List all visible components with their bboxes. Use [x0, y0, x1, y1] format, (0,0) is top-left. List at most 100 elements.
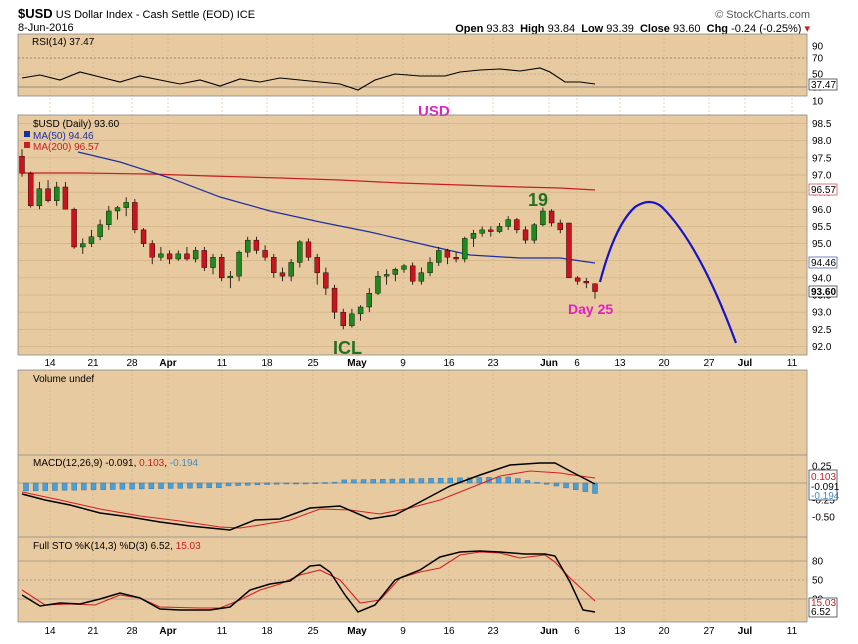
- candle-body: [514, 219, 520, 231]
- macd-hist-bar: [110, 482, 116, 490]
- ma50-value-tag: [808, 256, 838, 269]
- candle-body: [271, 257, 277, 273]
- macd-hist-bar: [177, 482, 184, 489]
- x-axis-label: 6: [574, 626, 580, 637]
- candle-body: [409, 265, 416, 282]
- candle-body: [340, 311, 346, 327]
- chart-header-title: $USD US Dollar Index - Cash Settle (EOD)…: [18, 6, 255, 21]
- price-panel: [18, 115, 807, 355]
- price-tick: 98.0: [812, 136, 832, 147]
- macd-hist-bar: [225, 482, 232, 487]
- macd-hist-bar: [447, 477, 454, 484]
- ohlc-readout: Open 93.83 High 93.84 Low 93.39 Close 93…: [455, 23, 810, 35]
- candle-body: [175, 253, 181, 260]
- cycle-count-annotation: 19: [528, 190, 548, 210]
- candle-body: [45, 188, 51, 201]
- candle-body: [106, 210, 112, 225]
- macd-hist-bar: [274, 482, 280, 485]
- macd-hist-bar: [293, 482, 299, 485]
- macd-hist-bar: [534, 482, 540, 484]
- x-axis-label: Jun: [540, 358, 558, 369]
- macd-hist-bar: [119, 482, 126, 490]
- sto-value-tags: [808, 597, 838, 618]
- candle-body: [375, 275, 381, 294]
- candle-body: [540, 210, 546, 225]
- candle-body: [488, 229, 494, 232]
- candle-body: [305, 241, 312, 258]
- candlesticks: [19, 149, 598, 330]
- x-axis-label: 25: [307, 626, 319, 637]
- price-tick: 94.0: [812, 273, 832, 284]
- macd-hist-bar: [573, 482, 579, 490]
- price-title: $USD (Daily) 93.60: [33, 119, 120, 130]
- candle-body: [453, 257, 459, 260]
- x-axis-label: 27: [703, 358, 715, 369]
- candle-body: [392, 269, 399, 275]
- macd-hist-bar: [264, 482, 270, 485]
- candle-body: [366, 293, 372, 308]
- x-axis-label: 21: [87, 626, 99, 637]
- macd-signal-line: [21, 470, 596, 529]
- macd-hist-bar: [524, 480, 531, 484]
- usd-annotation: USD: [418, 103, 450, 120]
- candle-body: [444, 250, 451, 258]
- rsi-tick: 10: [812, 97, 824, 108]
- x-axis-label: 9: [400, 626, 406, 637]
- sto-tick: 50: [812, 576, 824, 587]
- x-axis-label: 13: [614, 358, 626, 369]
- candle-body: [19, 155, 25, 174]
- rsi-series: RSI(14) 37.47: [21, 37, 596, 91]
- candle-body: [80, 243, 86, 248]
- macd-hist-bar: [437, 478, 444, 484]
- rsi-tick: 90: [812, 42, 824, 53]
- macd-hist-bar: [167, 482, 174, 489]
- macd-hist-bar: [312, 482, 319, 485]
- x-axis-label: 14: [44, 626, 56, 637]
- candle-body: [522, 229, 529, 241]
- x-axis-label: 11: [217, 358, 228, 369]
- sto-d-line: [21, 551, 596, 609]
- exchange: ICE: [236, 9, 256, 21]
- candle-body: [383, 274, 390, 277]
- candle-body: [97, 224, 103, 237]
- ma200-value-tag: [808, 183, 838, 196]
- macd-tick: 0.25: [812, 462, 832, 473]
- candle-body: [531, 224, 537, 241]
- sto-tick: 80: [812, 557, 824, 568]
- volume-title: Volume undef: [33, 374, 94, 385]
- svg-text:15.03: 15.03: [811, 598, 836, 609]
- macd-hist-bar: [52, 482, 58, 491]
- candle-body: [279, 272, 286, 277]
- macd-hist-bar: [399, 478, 405, 484]
- macd-title: MACD(12,26,9) -0.091, 0.103, -0.194: [33, 458, 199, 469]
- candle-body: [227, 275, 234, 279]
- chart-date: 8-Jun-2016: [18, 22, 74, 34]
- candle-body: [166, 253, 173, 260]
- ma200-legend-swatch: [24, 142, 30, 148]
- x-axis-label: 20: [658, 358, 670, 369]
- ma50-legend-swatch: [24, 131, 30, 137]
- candle-body: [357, 306, 364, 315]
- macd-hist-bar: [196, 482, 203, 489]
- macd-hist-bar: [206, 482, 212, 488]
- candle-body: [71, 209, 77, 248]
- macd-hist-bar: [283, 482, 290, 485]
- macd-line: [21, 462, 596, 531]
- macd-hist-bar: [81, 482, 87, 491]
- macd-hist-bar: [380, 479, 386, 484]
- candle-body: [262, 250, 268, 258]
- macd-hist-bar: [592, 482, 598, 494]
- macd-histogram: [23, 476, 598, 494]
- macd-hist-bar: [100, 482, 106, 490]
- value-tags: 37.47 96.57 94.46 93.60 0.103 -0.091 -0.…: [808, 78, 840, 618]
- svg-text:37.47: 37.47: [811, 80, 836, 91]
- x-axis-label: 16: [443, 358, 455, 369]
- candle-body: [349, 313, 355, 327]
- price-tick: 92.5: [812, 325, 832, 336]
- x-axis-label: 25: [307, 358, 319, 369]
- svg-text:0.103: 0.103: [811, 472, 836, 483]
- candle-body: [36, 188, 43, 207]
- candle-body: [462, 238, 468, 260]
